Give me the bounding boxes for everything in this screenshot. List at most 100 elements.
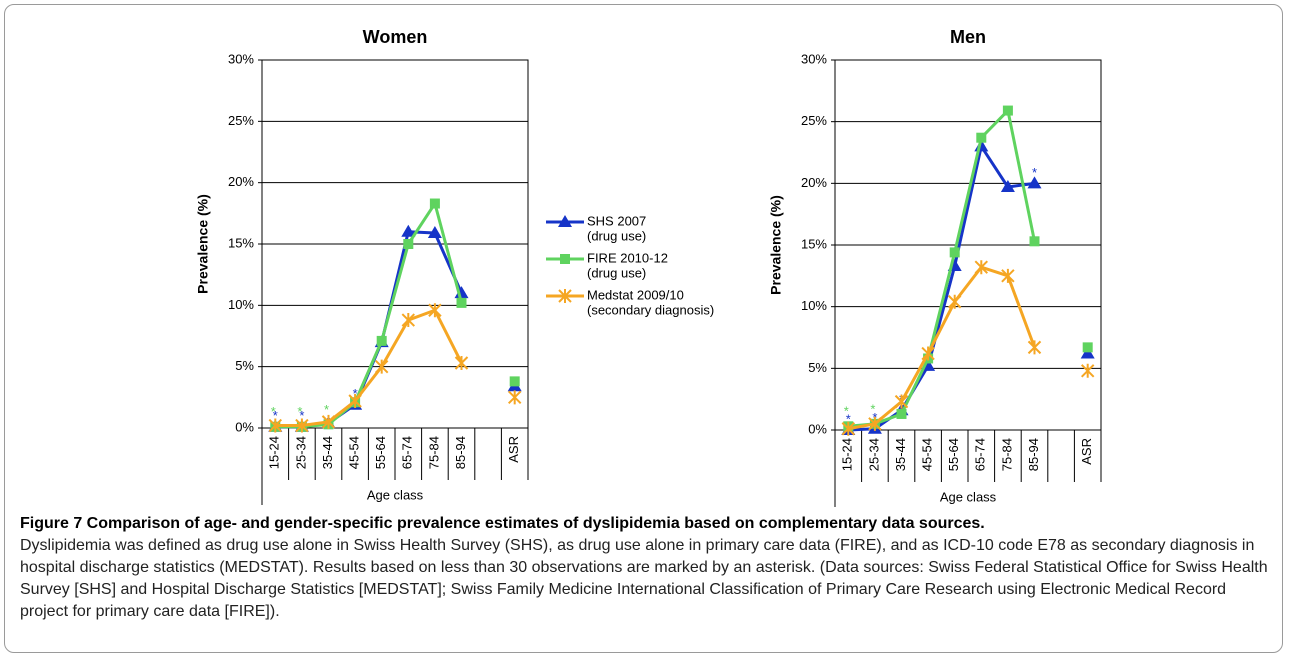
caption-text: Dyslipidemia was defined as drug use alo…	[20, 537, 1268, 620]
marker-square	[1082, 342, 1093, 353]
legend-description: (drug use)	[587, 265, 646, 280]
chart-area: Women 0% 5% 10% 15% 20% 25% 30% 15-24 25-34 35-44 4…	[195, 27, 1102, 507]
marker-square	[560, 254, 570, 264]
marker-square	[456, 297, 467, 308]
x-tick-label: ASR	[1079, 438, 1094, 465]
x-tick-label: ASR	[506, 436, 521, 463]
significance-note: *	[353, 386, 358, 401]
legend-label: FIRE 2010-12	[587, 250, 668, 265]
marker-triangle	[921, 358, 936, 371]
y-tick-label: 20%	[801, 175, 827, 190]
marker-asterisk	[947, 294, 962, 309]
x-tick-label: 75-84	[999, 438, 1014, 471]
y-tick-label: 30%	[801, 51, 827, 66]
y-tick-label: 5%	[235, 358, 254, 373]
y-tick-label: 25%	[228, 113, 254, 128]
marker-asterisk	[1027, 340, 1042, 355]
marker-asterisk	[1080, 363, 1095, 378]
marker-asterisk	[374, 359, 389, 374]
y-tick-label: 10%	[801, 298, 827, 313]
x-axis-title: Age class	[940, 489, 997, 504]
marker-square	[1002, 105, 1013, 116]
marker-triangle	[401, 224, 416, 237]
marker-asterisk	[454, 355, 469, 370]
marker-triangle	[1000, 180, 1015, 193]
marker-square	[376, 335, 387, 346]
legend-description: (drug use)	[587, 228, 646, 243]
marker-triangle	[1080, 346, 1095, 359]
y-tick-label: 10%	[228, 297, 254, 312]
series-line	[275, 232, 514, 427]
legend-label: Medstat 2009/10	[587, 287, 684, 302]
marker-square	[429, 198, 440, 209]
marker-asterisk	[321, 414, 336, 429]
x-tick-label: 55-64	[946, 438, 961, 471]
y-tick-label: 15%	[228, 235, 254, 250]
significance-note: *	[297, 404, 302, 419]
caption-title: Figure 7 Comparison of age- and gender-s…	[20, 515, 985, 532]
marker-triangle	[1027, 176, 1042, 189]
marker-asterisk	[401, 313, 416, 328]
marker-triangle	[974, 139, 989, 152]
x-tick-label: 15-24	[267, 436, 282, 469]
marker-asterisk	[558, 289, 572, 303]
x-tick-label: 35-44	[893, 438, 908, 471]
significance-note: *	[273, 408, 278, 423]
marker-asterisk	[295, 418, 309, 433]
x-tick-label: 55-64	[373, 436, 388, 469]
series-line	[275, 310, 514, 425]
marker-asterisk	[894, 394, 909, 409]
series-line	[848, 111, 1087, 427]
marker-triangle	[558, 215, 572, 227]
marker-asterisk	[974, 260, 989, 275]
figure-frame	[4, 4, 1283, 653]
chart-title: Men	[950, 27, 986, 47]
marker-square	[949, 247, 960, 258]
x-tick-label: 65-74	[400, 436, 415, 469]
significance-note: *	[271, 404, 276, 419]
y-tick-label: 20%	[228, 174, 254, 189]
x-tick-label: 75-84	[426, 436, 441, 469]
y-axis-title: Prevalence (%)	[768, 195, 784, 295]
significance-note: *	[299, 408, 304, 423]
legend-description: (secondary diagnosis)	[587, 302, 714, 317]
marker-square	[896, 408, 907, 419]
x-tick-label: 15-24	[840, 438, 855, 471]
y-tick-label: 25%	[801, 113, 827, 128]
x-tick-label: 45-54	[347, 436, 362, 469]
significance-note: *	[324, 402, 329, 417]
significance-note: *	[870, 401, 875, 416]
series-line	[848, 267, 1087, 429]
marker-asterisk	[868, 416, 882, 431]
x-tick-label: 65-74	[973, 438, 988, 471]
y-axis-title: Prevalence (%)	[195, 194, 211, 294]
y-tick-label: 0%	[235, 419, 254, 434]
caption: Figure 7 Comparison of age- and gender-s…	[20, 513, 1275, 623]
marker-asterisk	[921, 346, 935, 361]
marker-asterisk	[428, 303, 442, 318]
marker-asterisk	[507, 390, 522, 405]
x-tick-label: 45-54	[920, 438, 935, 471]
y-tick-label: 30%	[228, 51, 254, 66]
chart-title: Women	[363, 27, 428, 47]
y-tick-label: 5%	[808, 360, 827, 375]
marker-triangle	[427, 225, 442, 238]
x-tick-label: 85-94	[1026, 438, 1041, 471]
legend-label: SHS 2007	[587, 213, 646, 228]
y-tick-label: 15%	[801, 236, 827, 251]
x-tick-label: 25-34	[293, 436, 308, 469]
x-tick-label: 85-94	[453, 436, 468, 469]
y-tick-label: 0%	[808, 421, 827, 436]
marker-square	[976, 132, 987, 143]
marker-asterisk	[1001, 268, 1015, 283]
marker-square	[403, 239, 414, 249]
significance-note: *	[1032, 165, 1037, 180]
marker-asterisk	[268, 418, 283, 433]
x-tick-label: 35-44	[320, 436, 335, 469]
significance-note: *	[844, 404, 849, 419]
x-tick-label: 25-34	[866, 438, 881, 471]
significance-note: *	[846, 411, 851, 426]
x-axis-title: Age class	[367, 487, 424, 502]
series-line	[275, 204, 514, 427]
